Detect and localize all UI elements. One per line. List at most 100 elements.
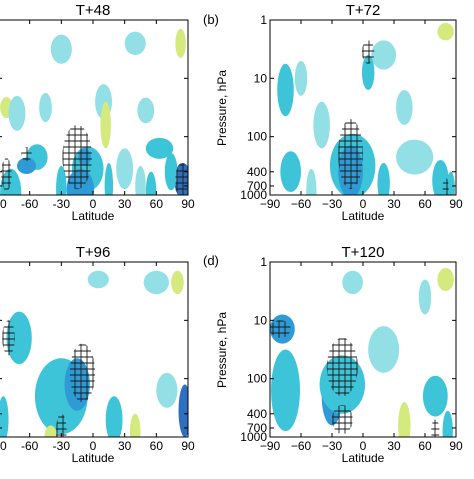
contour-region bbox=[87, 270, 109, 289]
x-tick-label: 60 bbox=[150, 197, 164, 211]
significance-hatch bbox=[332, 404, 353, 435]
y-tick-label: 100 bbox=[247, 130, 267, 144]
significance-hatch bbox=[431, 419, 440, 437]
x-axis-label: Latitude bbox=[72, 209, 115, 223]
x-tick-label: -90 bbox=[0, 197, 7, 211]
panel-letter: (d) bbox=[203, 253, 219, 268]
contour-region bbox=[178, 384, 188, 437]
y-tick-label: 10 bbox=[254, 71, 268, 85]
x-axis-label: Latitude bbox=[342, 209, 385, 223]
panel-3: T+96 -90 -60 -30 0 30 60 90 Latitude bbox=[0, 244, 195, 465]
panel-title: T+120 bbox=[342, 244, 385, 261]
y-tick-label: 700 bbox=[247, 421, 267, 435]
x-tick-label: -60 bbox=[21, 197, 39, 211]
significance-hatch bbox=[62, 125, 92, 190]
x-tick-label: 0 bbox=[360, 439, 367, 453]
x-tick-label: 30 bbox=[118, 439, 132, 453]
x-tick-label: 30 bbox=[387, 197, 401, 211]
y-axis-label: Pressure, hPa bbox=[215, 70, 229, 146]
x-tick-label: 0 bbox=[90, 439, 97, 453]
x-tick-label: 90 bbox=[181, 197, 195, 211]
y-axis-label: Pressure, hPa bbox=[215, 312, 229, 388]
x-tick-label: −90 bbox=[260, 439, 281, 453]
contour-region bbox=[361, 55, 375, 90]
contour-region bbox=[44, 425, 58, 437]
contour-region bbox=[137, 97, 155, 124]
significance-hatch bbox=[69, 343, 96, 403]
contour-region bbox=[156, 372, 178, 408]
contour-region bbox=[442, 410, 453, 437]
x-axis-label: Latitude bbox=[342, 451, 385, 465]
x-tick-label: −30 bbox=[322, 197, 343, 211]
contour-region bbox=[398, 402, 411, 437]
contour-region bbox=[396, 139, 434, 175]
x-tick-label: 30 bbox=[118, 197, 132, 211]
contour-region bbox=[437, 22, 454, 41]
contour-field bbox=[0, 28, 188, 195]
contour-region bbox=[105, 396, 123, 437]
y-tick-label: 1000 bbox=[240, 430, 267, 444]
panel-title: T+48 bbox=[76, 2, 111, 19]
contour-region bbox=[104, 162, 114, 195]
panel-title: T+96 bbox=[76, 244, 111, 261]
panel-title: T+72 bbox=[346, 2, 381, 19]
contour-region bbox=[377, 162, 390, 195]
x-tick-label: −60 bbox=[291, 439, 312, 453]
significance-hatch bbox=[175, 162, 188, 195]
y-tick-label: 100 bbox=[247, 372, 267, 386]
contour-region bbox=[313, 101, 330, 149]
y-tick-label: 1 bbox=[260, 255, 267, 269]
x-tick-label: −30 bbox=[322, 439, 343, 453]
contour-region bbox=[0, 396, 9, 437]
x-tick-label: -60 bbox=[21, 439, 39, 453]
contour-region bbox=[116, 148, 134, 190]
x-tick-label: 0 bbox=[90, 197, 97, 211]
contour-region bbox=[6, 311, 32, 365]
x-tick-label: 0 bbox=[360, 197, 367, 211]
contour-field bbox=[270, 267, 454, 437]
y-tick-label: 400 bbox=[247, 165, 267, 179]
contour-region bbox=[39, 92, 52, 123]
contour-region bbox=[396, 90, 413, 125]
y-tick-label: 1 bbox=[260, 13, 267, 27]
contour-region bbox=[277, 63, 294, 117]
contour-region bbox=[56, 165, 67, 195]
x-tick-label: -90 bbox=[0, 439, 7, 453]
contour-region bbox=[17, 157, 36, 174]
contour-region bbox=[8, 95, 26, 131]
contour-region bbox=[175, 28, 186, 58]
y-tick-label: 1000 bbox=[240, 188, 267, 202]
contour-region bbox=[280, 151, 301, 193]
contour-region bbox=[306, 168, 317, 195]
y-tick-label: 400 bbox=[247, 407, 267, 421]
significance-hatch bbox=[442, 177, 449, 195]
x-tick-label: 60 bbox=[418, 439, 432, 453]
x-tick-label: −90 bbox=[260, 197, 281, 211]
significance-hatch bbox=[326, 337, 358, 397]
contour-field bbox=[277, 22, 455, 195]
x-tick-label: −60 bbox=[291, 197, 312, 211]
contour-region bbox=[446, 171, 455, 195]
contour-region bbox=[124, 31, 146, 55]
x-tick-label: -30 bbox=[53, 197, 71, 211]
panel-1: T+48 -90 -60 -30 0 30 60 90 Latitude bbox=[0, 2, 195, 223]
contour-region bbox=[164, 153, 178, 191]
y-tick-label: 10 bbox=[254, 313, 268, 327]
significance-hatch bbox=[1, 158, 12, 191]
panel-letter: (b) bbox=[203, 12, 219, 27]
contour-region bbox=[143, 270, 169, 295]
contour-region bbox=[50, 34, 72, 64]
x-tick-label: 90 bbox=[449, 439, 463, 453]
contour-region bbox=[271, 349, 300, 432]
contour-region bbox=[171, 270, 184, 295]
contour-region bbox=[437, 267, 454, 292]
significance-hatch bbox=[56, 413, 67, 437]
contour-region bbox=[422, 375, 448, 417]
contour-region bbox=[368, 326, 400, 373]
significance-hatch bbox=[361, 40, 375, 64]
significance-hatch bbox=[21, 147, 32, 162]
x-tick-label: -30 bbox=[53, 439, 71, 453]
significance-hatch bbox=[270, 320, 291, 338]
